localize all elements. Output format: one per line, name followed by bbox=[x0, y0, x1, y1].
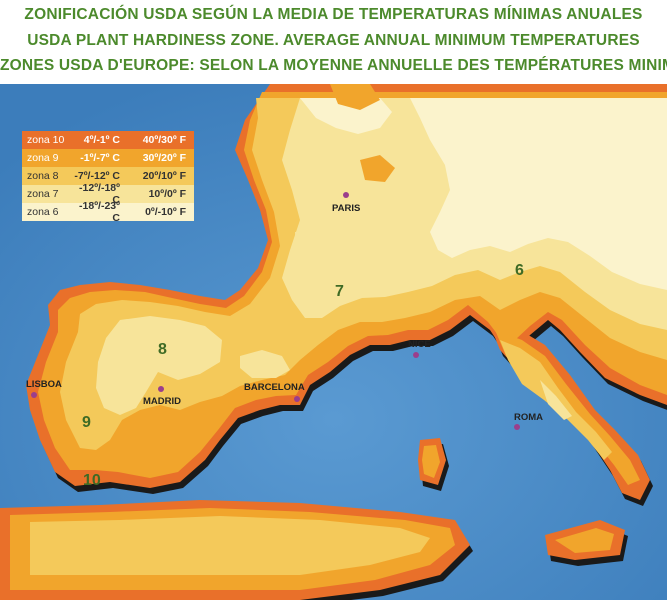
legend-celsius-range: -7º/-12º C bbox=[74, 170, 120, 182]
lisboa-marker bbox=[31, 392, 37, 398]
legend-row-zona-7: zona 7 -12º/-18º C 10º/0º F bbox=[22, 182, 194, 206]
land-zone-6 bbox=[300, 98, 667, 290]
legend-celsius-range: -12º/-18º C bbox=[79, 182, 120, 206]
legend-zone-name: zona 6 bbox=[27, 206, 59, 218]
zone-legend: zona 10 4º/-1º C 40º/30º F zona 9 -1º/-7º C 3… bbox=[22, 131, 194, 224]
legend-celsius-range: 4º/-1º C bbox=[83, 134, 120, 146]
title-spanish: ZONIFICACIÓN USDA SEGÚN LA MEDIA DE TEMP… bbox=[24, 6, 643, 23]
legend-row-zona-9: zona 9 -1º/-7º C 30º/20º F bbox=[22, 149, 194, 167]
paris-marker bbox=[343, 192, 349, 198]
legend-celsius-range: -1º/-7º C bbox=[80, 152, 120, 164]
legend-row-zona-10: zona 10 4º/-1º C 40º/30º F bbox=[22, 131, 194, 149]
legend-row-zona-6: zona 6 -18º/-23º C 0º/-10º F bbox=[22, 200, 194, 224]
legend-zone-name: zona 10 bbox=[27, 134, 65, 146]
legend-fahrenheit-range: 0º/-10º F bbox=[145, 206, 186, 218]
map-canvas bbox=[0, 84, 667, 600]
legend-fahrenheit-range: 20º/10º F bbox=[142, 170, 186, 182]
inland-warm-patches bbox=[330, 84, 395, 182]
city-label-madrid: MADRID bbox=[143, 396, 181, 407]
legend-zone-name: zona 8 bbox=[27, 170, 59, 182]
zone-6-label: 6 bbox=[515, 262, 524, 279]
zone-9-label: 9 bbox=[82, 414, 91, 431]
legend-zone-name: zona 7 bbox=[27, 188, 59, 200]
city-label-paris: PARIS bbox=[332, 203, 361, 214]
barcelona-marker bbox=[294, 396, 300, 402]
zone-8-label: 8 bbox=[158, 341, 167, 358]
map-title-block: ZONIFICACIÓN USDA SEGÚN LA MEDIA DE TEMP… bbox=[0, 0, 667, 82]
roma-marker bbox=[514, 424, 520, 430]
city-label-lisboa: LISBOA bbox=[26, 379, 62, 390]
madrid-marker bbox=[158, 386, 164, 392]
hardiness-zone-map bbox=[0, 84, 667, 600]
legend-row-zona-8: zona 8 -7º/-12º C 20º/10º F bbox=[22, 167, 194, 185]
nice-marker bbox=[413, 352, 419, 358]
legend-fahrenheit-range: 40º/30º F bbox=[142, 134, 186, 146]
legend-fahrenheit-range: 10º/0º F bbox=[148, 188, 186, 200]
title-french: ZONES USDA D'EUROPE: SELON LA MOYENNE AN… bbox=[0, 57, 667, 74]
legend-celsius-range: -18º/-23º C bbox=[79, 200, 120, 224]
city-label-nice: NICE bbox=[408, 339, 431, 350]
title-english: USDA PLANT HARDINESS ZONE. AVERAGE ANNUA… bbox=[27, 32, 640, 49]
zone-10-label: 10 bbox=[83, 472, 101, 489]
city-label-barcelona: BARCELONA bbox=[244, 382, 305, 393]
legend-zone-name: zona 9 bbox=[27, 152, 59, 164]
city-label-roma: ROMA bbox=[514, 412, 544, 423]
zone-7-label: 7 bbox=[335, 283, 344, 300]
legend-fahrenheit-range: 30º/20º F bbox=[142, 152, 186, 164]
